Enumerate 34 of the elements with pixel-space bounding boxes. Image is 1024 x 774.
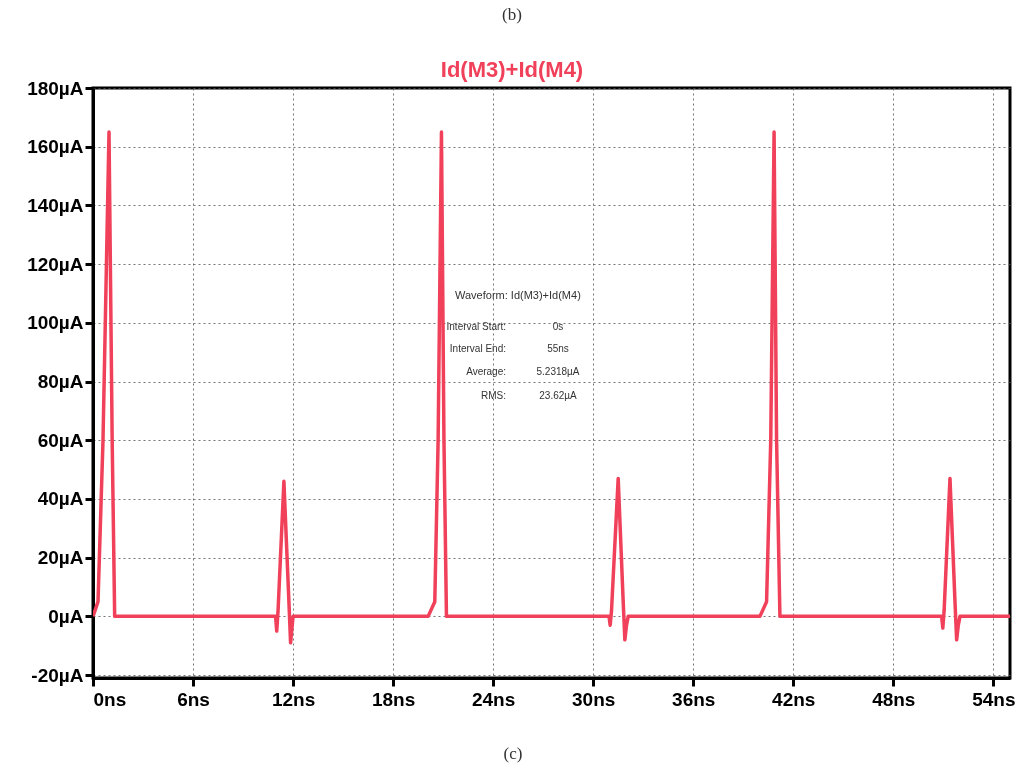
annotation: Average: — [466, 366, 506, 377]
y-tick-label: -20µA — [31, 664, 84, 686]
y-tick-label: 40µA — [37, 488, 84, 510]
y-tick-label: 60µA — [37, 429, 84, 451]
x-tick-label: 6ns — [177, 688, 210, 710]
y-tick-label: 140µA — [27, 194, 84, 216]
annotation: 5.2318µA — [536, 366, 580, 377]
x-tick-label: 30ns — [572, 688, 616, 710]
annotation: Interval Start: — [446, 321, 506, 332]
annotation: 23.62µA — [539, 390, 578, 401]
chart-title: Id(M3)+Id(M4) — [440, 57, 584, 82]
y-tick-label: 80µA — [37, 371, 84, 393]
x-tick-label: 48ns — [872, 688, 916, 710]
line-series — [93, 130, 1010, 645]
y-tick-label: 160µA — [27, 136, 84, 158]
x-tick-label: 0ns — [93, 688, 127, 710]
annotation: 55ns — [547, 343, 569, 354]
x-tick-label: 24ns — [471, 688, 516, 710]
x-tick-label: 42ns — [772, 688, 816, 710]
x-tick-label: 12ns — [271, 688, 316, 710]
y-tick-label: 180µA — [27, 77, 84, 99]
annotation: 0s — [552, 321, 564, 332]
text: (b) — [502, 5, 522, 24]
annotation: Waveform: Id(M3)+Id(M4) — [455, 289, 581, 301]
annotation: Interval End: — [449, 343, 506, 354]
x-tick-label: 18ns — [371, 688, 416, 710]
annotation: RMS: — [481, 390, 506, 401]
text: (c) — [503, 744, 523, 763]
y-tick-label: 100µA — [27, 312, 84, 334]
x-tick-label: 36ns — [672, 688, 716, 710]
x-tick-label: 54ns — [972, 688, 1016, 710]
y-tick-label: 0µA — [48, 605, 84, 627]
y-tick-label: 120µA — [27, 253, 84, 275]
y-tick-label: 20µA — [37, 547, 84, 569]
